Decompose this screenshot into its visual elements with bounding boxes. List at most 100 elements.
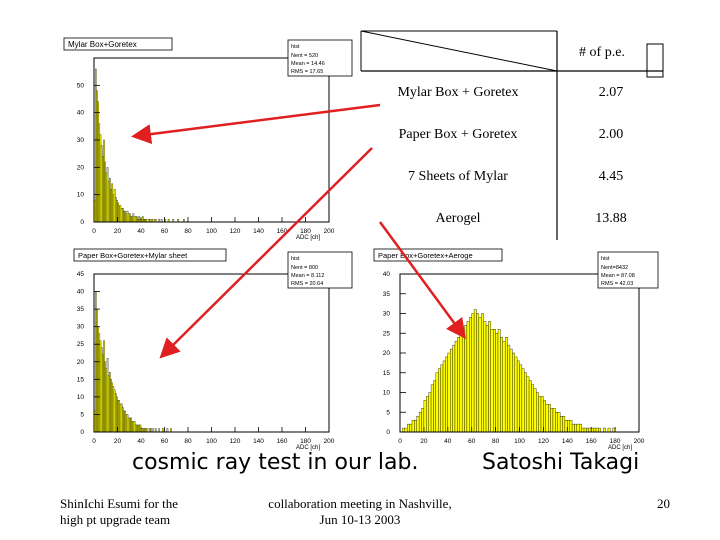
y-tick-label: 20 xyxy=(77,359,85,366)
x-tick-label: 200 xyxy=(324,438,335,445)
stats-box: hist Nent = 800 Mean = 8.112 RMS = 20.64 xyxy=(287,251,353,289)
y-tick-label: 15 xyxy=(77,376,85,383)
y-tick-label: 25 xyxy=(77,341,85,348)
y-tick-label: 0 xyxy=(80,429,84,436)
stats-name: hist xyxy=(291,44,300,50)
stats-rms: RMS = 17.65 xyxy=(291,69,323,75)
y-tick-label: 5 xyxy=(80,411,84,418)
stats-box: hist Nent = 520 Mean = 14.46 RMS = 17.65 xyxy=(287,39,353,77)
stats-box: hist Nent=8432 Mean = 87.08 RMS = 42.03 xyxy=(597,251,659,289)
y-tick-label: 30 xyxy=(77,137,85,144)
footer-meeting-line2: Jun 10-13 2003 xyxy=(319,512,401,527)
caption-left: cosmic ray test in our lab. xyxy=(132,450,419,475)
x-tick-label: 0 xyxy=(398,438,402,445)
y-tick-label: 40 xyxy=(383,271,391,278)
x-tick-label: 200 xyxy=(634,438,645,445)
x-tick-label: 60 xyxy=(468,438,476,445)
y-tick-label: 40 xyxy=(77,110,85,117)
y-tick-label: 20 xyxy=(77,164,85,171)
arrow-paper-to-hist2 xyxy=(159,147,373,359)
y-tick-label: 35 xyxy=(383,291,391,298)
table-row-value: 4.45 xyxy=(598,169,624,184)
footer-meeting-line1: collaboration meeting in Nashville, xyxy=(268,496,452,511)
hist-title-box xyxy=(73,248,227,262)
y-tick-label: 15 xyxy=(383,370,391,377)
caption-right: Satoshi Takagi xyxy=(482,450,640,475)
x-tick-label: 140 xyxy=(253,228,264,235)
stats-name: hist xyxy=(601,256,610,262)
x-tick-label: 140 xyxy=(562,438,573,445)
hist-title: Mylar Box+Goretex xyxy=(68,40,137,49)
x-tick-label: 80 xyxy=(492,438,500,445)
stats-rms: RMS = 20.64 xyxy=(291,281,323,287)
x-axis-label: ADC [ch] xyxy=(608,445,632,451)
table-row-label: 7 Sheets of Mylar xyxy=(408,169,508,184)
x-axis-label: ADC [ch] xyxy=(296,235,320,241)
y-tick-label: 30 xyxy=(383,311,391,318)
stats-entries: Nent=8432 xyxy=(601,265,628,271)
y-tick-label: 10 xyxy=(383,390,391,397)
x-tick-label: 0 xyxy=(92,438,96,445)
x-tick-label: 0 xyxy=(92,228,96,235)
table-row-value: 13.88 xyxy=(595,211,627,226)
stats-entries: Nent = 520 xyxy=(291,53,318,59)
footer-meeting: collaboration meeting in Nashville, Jun … xyxy=(240,496,480,528)
footer-author: ShinIchi Esumi for the high pt upgrade t… xyxy=(60,496,240,528)
results-table: # of p.e. Mylar Box + Goretex 2.07 Paper… xyxy=(360,30,664,240)
histogram-paper-box-goretex-aerogel: 0 20 40 60 80 100 120 140 160 180 200 0 5 10 15 20 25 30 3… xyxy=(362,246,662,451)
table-row-label: Mylar Box + Goretex xyxy=(397,85,519,100)
y-tick-label: 0 xyxy=(80,219,84,226)
table-row-label: Aerogel xyxy=(435,211,481,226)
x-tick-label: 100 xyxy=(514,438,525,445)
y-tick-label: 5 xyxy=(386,409,390,416)
page-number: 20 xyxy=(657,496,670,511)
x-tick-label: 100 xyxy=(206,438,217,445)
hist-title: Paper Box+Goretex+Aeroge xyxy=(378,251,473,260)
arrow-aerogel-to-hist3 xyxy=(378,221,466,340)
x-tick-label: 100 xyxy=(206,228,217,235)
table-row-label: Paper Box + Goretex xyxy=(398,127,518,142)
hist-title-box xyxy=(63,37,173,51)
x-tick-label: 40 xyxy=(137,228,145,235)
footer-author-line2: high pt upgrade team xyxy=(60,512,171,527)
stats-mean: Mean = 87.08 xyxy=(601,273,635,279)
x-tick-label: 120 xyxy=(230,228,241,235)
arrow-mylar-to-hist1 xyxy=(131,103,381,145)
y-tick-label: 0 xyxy=(386,429,390,436)
table-header-pe: # of p.e. xyxy=(579,45,625,60)
x-tick-label: 60 xyxy=(161,438,169,445)
y-tick-label: 25 xyxy=(383,330,391,337)
hist-title: Paper Box+Goretex+Mylar sheet xyxy=(78,251,188,260)
x-tick-label: 160 xyxy=(277,228,288,235)
stats-entries: Nent = 800 xyxy=(291,265,318,271)
x-tick-label: 180 xyxy=(300,228,311,235)
stats-mean: Mean = 8.112 xyxy=(291,273,324,279)
x-tick-label: 180 xyxy=(300,438,311,445)
x-axis-label: ADC [ch] xyxy=(296,445,320,451)
histogram-mylar-box-goretex: 0 20 40 60 80 100 120 140 160 180 200 0 10 20 30 40 50 M… xyxy=(56,36,356,241)
stats-rms: RMS = 42.03 xyxy=(601,281,633,287)
x-tick-label: 140 xyxy=(253,438,264,445)
stats-mean: Mean = 14.46 xyxy=(291,61,325,67)
x-tick-label: 120 xyxy=(230,438,241,445)
table-row-value: 2.00 xyxy=(598,127,624,142)
y-tick-label: 10 xyxy=(77,192,85,199)
x-tick-label: 80 xyxy=(184,438,192,445)
stats-name: hist xyxy=(291,256,300,262)
footer-author-line1: ShinIchi Esumi for the xyxy=(60,496,179,511)
y-tick-label: 35 xyxy=(77,306,85,313)
table-row-value: 2.07 xyxy=(598,85,624,100)
x-tick-label: 200 xyxy=(324,228,335,235)
x-tick-label: 20 xyxy=(114,228,122,235)
x-tick-label: 160 xyxy=(586,438,597,445)
hist-axes: 0 20 40 60 80 100 120 140 160 180 200 0 10 20 30 40 50 xyxy=(77,57,335,235)
y-tick-label: 45 xyxy=(77,271,85,278)
y-tick-label: 30 xyxy=(77,324,85,331)
y-tick-label: 10 xyxy=(77,394,85,401)
x-tick-label: 120 xyxy=(538,438,549,445)
hist-axes: 0 20 40 60 80 100 120 140 160 180 200 0 5 10 15 20 25 30 3… xyxy=(383,271,645,445)
x-tick-label: 40 xyxy=(137,438,145,445)
hist-axes: 0 20 40 60 80 100 120 140 160 180 200 0 5 10 15 20 25 30 3… xyxy=(77,271,335,445)
x-tick-label: 60 xyxy=(161,228,169,235)
x-tick-label: 40 xyxy=(444,438,452,445)
